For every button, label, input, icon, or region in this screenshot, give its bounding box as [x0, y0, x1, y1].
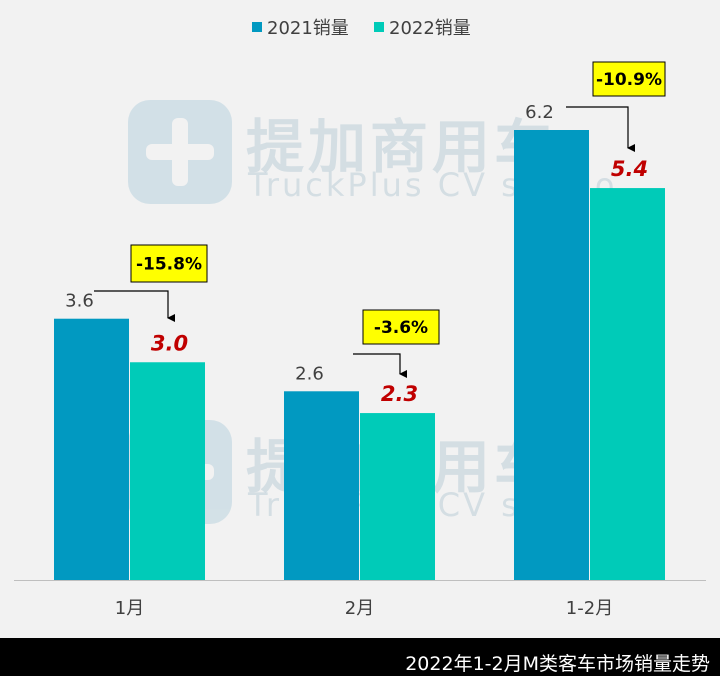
bar-2022-1: [130, 362, 205, 580]
callout-box-1: [130, 244, 208, 283]
data-label-2021-3: 6.2: [525, 102, 554, 123]
footer-title: 2022年1-2月M类客车市场销量走势: [405, 653, 710, 675]
data-label-2022-3: 5.4: [611, 157, 648, 181]
bar-2021-2: [284, 391, 359, 580]
callout-box-3: [592, 61, 666, 97]
callout-arrow-2: [353, 353, 407, 378]
callout-arrow-1: [94, 290, 175, 322]
x-tick-label-2: 2月: [345, 598, 374, 619]
callout-text-3: -10.9%: [596, 70, 662, 90]
callout-box-2: [362, 309, 440, 345]
legend-label-1: 2021销量: [267, 18, 349, 39]
data-label-2022-2: 2.3: [381, 382, 418, 406]
callout-text-1: -15.8%: [136, 255, 202, 275]
data-label-2022-1: 3.0: [151, 331, 188, 355]
bar-2022-2: [360, 413, 435, 580]
legend-swatch-2: [374, 22, 384, 32]
bar-2021-3: [514, 130, 589, 580]
callout-arrow-3: [566, 106, 635, 152]
callout-text-2: -3.6%: [374, 318, 428, 338]
legend-label-2: 2022销量: [389, 18, 471, 39]
bar-2022-3: [590, 188, 665, 580]
footer-bar: 2022年1-2月M类客车市场销量走势: [0, 638, 720, 676]
bar-2021-1: [54, 318, 129, 580]
x-tick-label-1: 1月: [115, 598, 144, 619]
legend-swatch-1: [252, 22, 262, 32]
data-label-2021-1: 3.6: [65, 291, 94, 312]
bar-chart: 2021销量 2022销量 3.6 3.0 1月 -15.8% 2.6 2.3 2月 -3.6% 6…: [14, 18, 706, 619]
x-tick-label-3: 1-2月: [566, 598, 613, 619]
data-label-2021-2: 2.6: [295, 363, 324, 384]
